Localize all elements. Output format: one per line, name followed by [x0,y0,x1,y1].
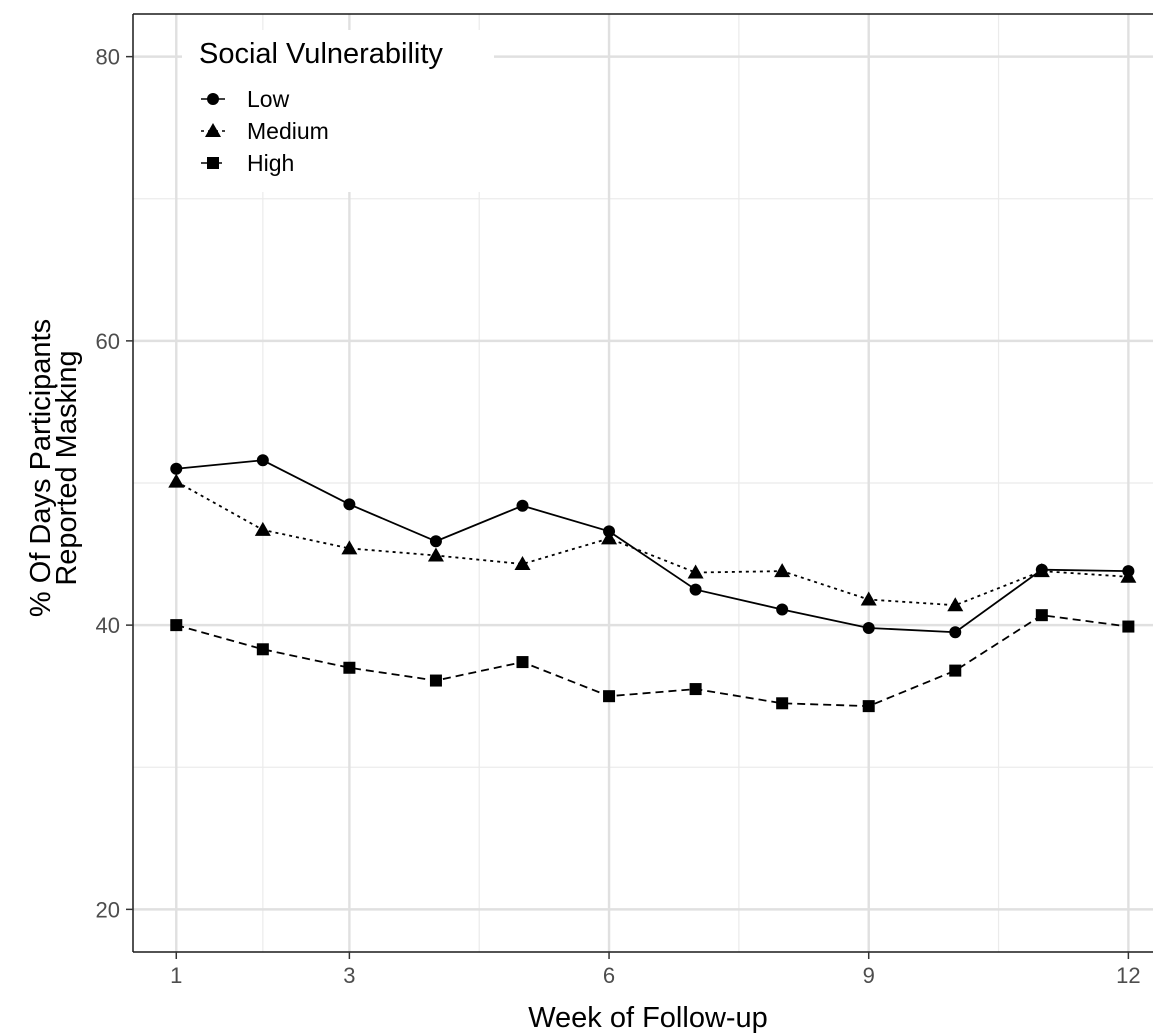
legend-background [182,30,494,192]
y-axis-ticks: 20 40 60 80 [96,45,133,922]
data-point-medium [168,473,185,488]
x-tick-label: 1 [170,963,182,988]
data-point-high [689,683,702,696]
y-tick-label: 20 [96,897,120,922]
data-point-medium [774,563,791,578]
series-line-high [176,614,1129,708]
data-point-medium [947,597,964,612]
series-high [170,609,1135,713]
data-point-high [516,656,529,669]
data-point-medium [1033,563,1050,578]
series-medium [168,473,1137,612]
data-point-low [949,626,962,639]
legend-marker-low [207,93,219,105]
data-point-medium [341,540,358,555]
series-line-medium [175,480,1129,607]
data-point-high [1035,609,1048,622]
data-point-medium [427,547,444,562]
data-point-high [1122,620,1135,633]
data-point-medium [1120,568,1137,583]
x-tick-label: 6 [603,963,615,988]
x-axis-title: Week of Follow-up [528,1002,768,1033]
data-point-high [256,643,269,656]
data-point-low [689,583,702,596]
legend-key-medium: Medium [201,118,329,144]
legend-label-high: High [247,150,294,176]
y-axis-title-line-2: Reported Masking [51,350,83,585]
x-tick-label: 3 [343,963,355,988]
data-point-high [429,674,442,687]
data-point-low [429,535,442,548]
data-point-medium [687,564,704,579]
legend-marker-high [207,157,219,169]
data-point-medium [601,530,618,545]
y-axis-title-line-1: % Of Days Participants [25,319,57,617]
legend: Social Vulnerability Low Medium High [182,30,494,192]
legend-title: Social Vulnerability [199,38,443,70]
data-point-low [343,498,356,511]
legend-label-low: Low [247,86,290,112]
major-gridlines [133,14,1153,952]
data-point-high [603,690,616,703]
y-axis-title: % Of Days Participants Reported Masking [25,319,83,617]
data-point-low [170,462,183,475]
x-tick-label: 12 [1116,963,1140,988]
data-point-high [343,661,356,674]
data-point-low [862,621,875,634]
x-axis-ticks: 1 3 6 9 12 [170,952,1141,988]
data-point-high [170,619,183,632]
data-point-high [862,700,875,713]
y-tick-label: 40 [96,613,120,638]
legend-marker-medium [205,123,221,137]
data-point-medium [254,521,271,536]
legend-key-high: High [201,150,294,176]
legend-label-medium: Medium [247,118,329,144]
y-tick-label: 60 [96,329,120,354]
x-tick-label: 9 [863,963,875,988]
data-point-high [949,664,962,677]
data-point-medium [514,556,531,571]
data-point-high [776,697,789,710]
series-layer [168,454,1137,713]
legend-keys: Low Medium High [201,86,329,176]
y-tick-label: 80 [96,45,120,70]
data-point-low [516,499,529,512]
data-point-medium [860,591,877,606]
data-point-low [776,603,789,616]
legend-key-low: Low [201,86,290,112]
data-point-low [256,454,269,467]
series-line-low [176,459,1129,634]
